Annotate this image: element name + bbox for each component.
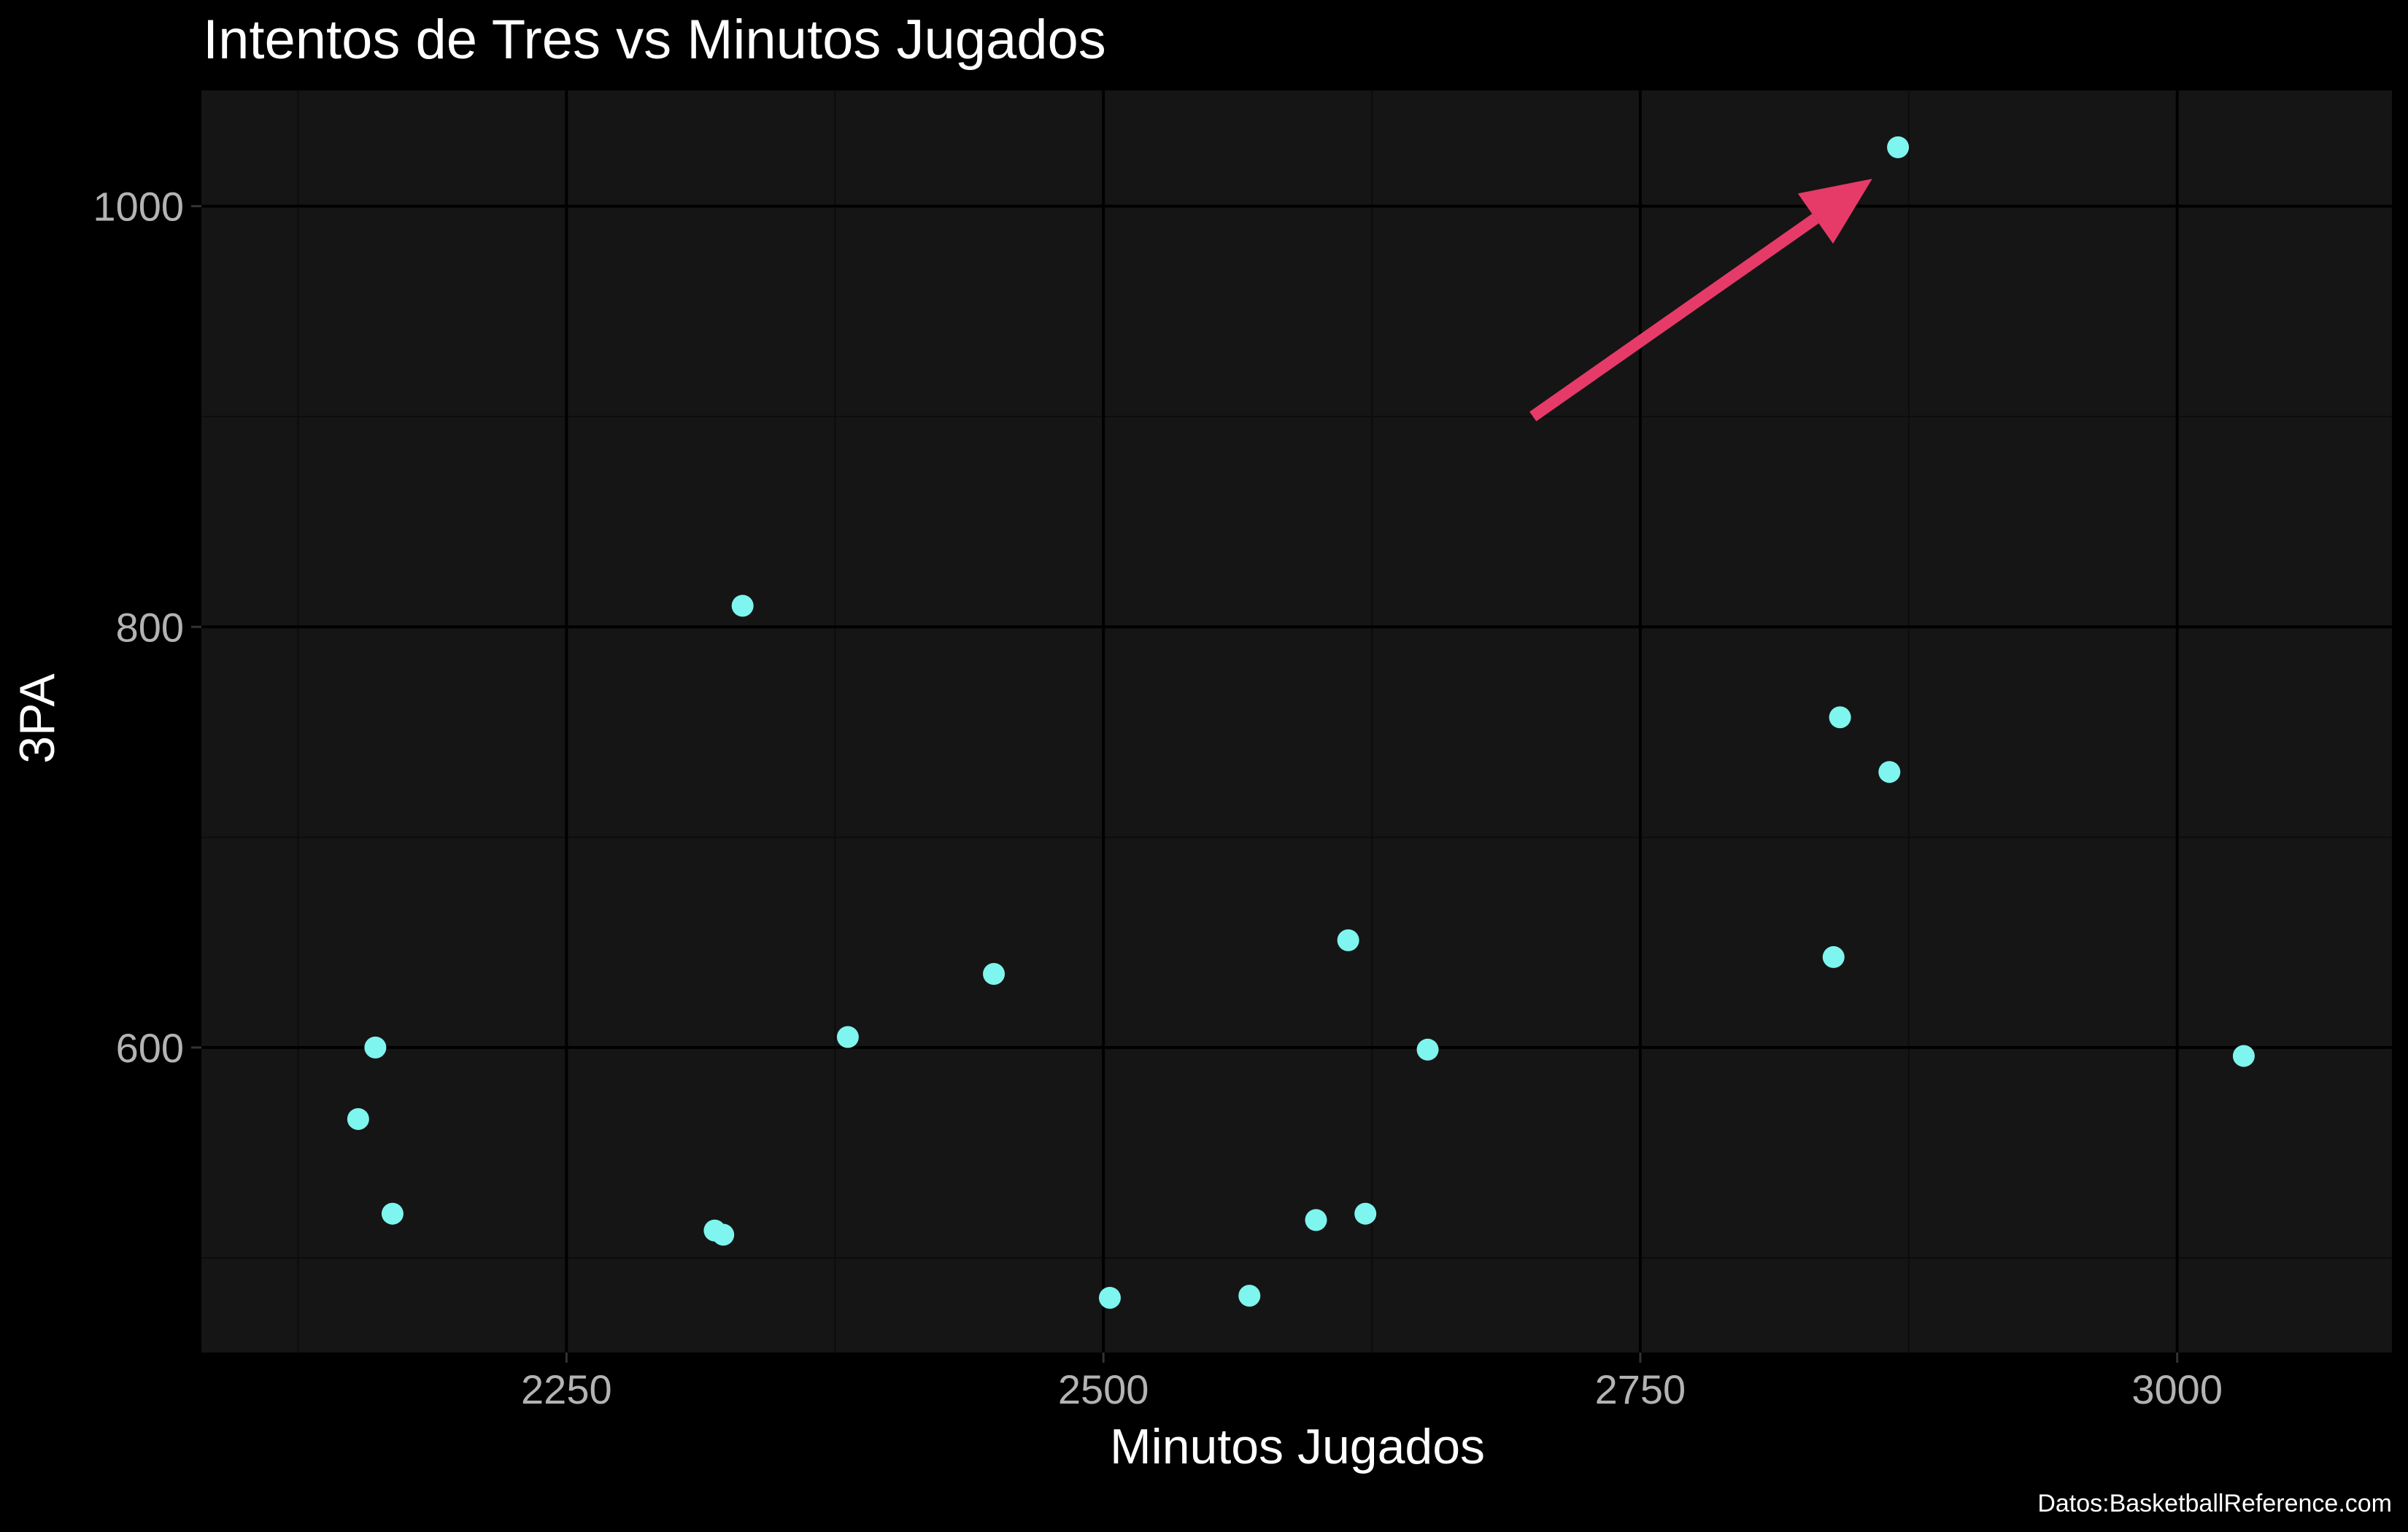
chart-title: Intentos de Tres vs Minutos Jugados	[203, 9, 1106, 71]
data-point	[1829, 706, 1851, 729]
x-axis-title: Minutos Jugados	[1110, 1419, 1485, 1474]
data-point	[1354, 1202, 1377, 1225]
y-tick-label: 800	[116, 604, 184, 650]
x-tick-label: 2750	[1595, 1366, 1686, 1412]
source-caption: Datos:BasketballReference.com	[2037, 1490, 2392, 1517]
y-axis-title: 3PA	[9, 673, 65, 764]
y-axis-ticks: 600 800 1000	[93, 184, 201, 1071]
annotation-arrow-head	[1797, 179, 1872, 244]
data-point	[1238, 1285, 1261, 1307]
data-point	[381, 1202, 404, 1225]
data-point	[1887, 136, 1910, 158]
data-point	[2232, 1045, 2255, 1067]
data-point	[1822, 945, 1845, 968]
data-point	[983, 963, 1006, 985]
plot-panel	[201, 90, 2392, 1353]
x-tick-label: 2500	[1058, 1366, 1149, 1412]
data-point	[712, 1223, 735, 1246]
data-point	[1098, 1287, 1121, 1309]
data-point	[731, 595, 754, 617]
major-gridlines	[201, 90, 2392, 1353]
y-tick-label: 1000	[93, 184, 184, 230]
x-axis-ticks: 2250 2500 2750 3000	[521, 1353, 2223, 1412]
points-layer	[347, 136, 2255, 1309]
data-point	[347, 1107, 369, 1130]
annotation-arrow-shaft	[1529, 214, 1819, 422]
data-point	[1305, 1209, 1327, 1231]
data-point	[364, 1036, 387, 1059]
annotation-layer	[1529, 179, 1872, 422]
data-point	[1878, 761, 1901, 784]
data-point	[836, 1026, 859, 1048]
x-tick-label: 2250	[521, 1366, 612, 1412]
minor-gridlines	[201, 90, 2392, 1353]
y-tick-label: 600	[116, 1025, 184, 1071]
x-tick-label: 3000	[2131, 1366, 2223, 1412]
data-point	[1416, 1038, 1439, 1061]
data-point	[1337, 929, 1359, 951]
